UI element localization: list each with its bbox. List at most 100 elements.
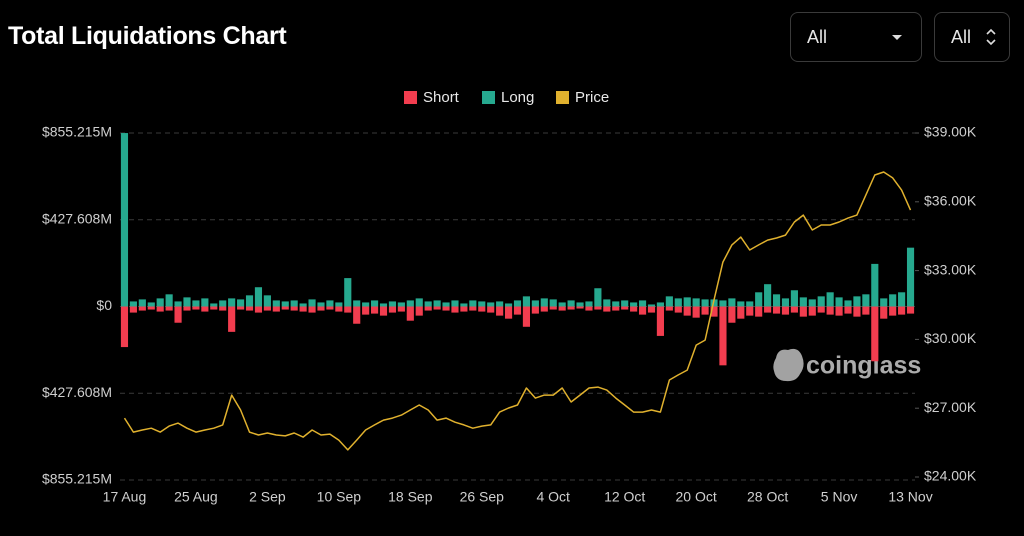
bar [424, 301, 432, 307]
bar [192, 300, 200, 307]
legend-label: Short [423, 89, 460, 106]
x-tick-label: 13 Nov [888, 489, 932, 505]
bar [531, 300, 539, 307]
y-tick-label: $855.215M [42, 124, 112, 140]
y-tick-label: $855.215M [42, 471, 112, 487]
legend-label: Price [575, 89, 609, 106]
bar [138, 299, 146, 307]
bar [647, 304, 656, 307]
bar [156, 306, 164, 312]
bar [656, 306, 664, 336]
bar [906, 247, 915, 307]
bar [210, 306, 218, 310]
x-tick-label: 17 Aug [103, 489, 147, 505]
legend-swatch [404, 91, 417, 104]
bar [737, 306, 745, 319]
bar [165, 294, 173, 307]
bar [603, 306, 611, 312]
x-tick-label: 12 Oct [604, 489, 645, 505]
bar [317, 302, 325, 307]
bar [728, 298, 736, 307]
bar [844, 306, 852, 314]
x-tick-label: 5 Nov [821, 489, 858, 505]
bar [692, 298, 700, 307]
bar [388, 306, 397, 313]
x-tick-label: 25 Aug [174, 489, 218, 505]
bar [612, 306, 620, 311]
bar [371, 300, 379, 307]
bar [764, 306, 772, 313]
filter-select[interactable]: All [934, 12, 1010, 62]
bar [781, 306, 790, 315]
bar [862, 294, 870, 307]
bar [898, 292, 906, 307]
bar [165, 306, 173, 311]
price-line [123, 171, 912, 451]
bar [898, 306, 906, 315]
bar [478, 301, 486, 307]
bar [513, 306, 522, 315]
bar [540, 298, 548, 307]
bar [719, 306, 727, 366]
bar [790, 306, 798, 313]
legend-swatch [482, 91, 495, 104]
bar [388, 301, 397, 307]
bar [567, 306, 575, 310]
y2-tick-label: $24.00K [924, 468, 977, 484]
bar [549, 306, 557, 310]
bar [326, 306, 334, 310]
bar [496, 306, 504, 316]
bar [531, 306, 539, 314]
bar [853, 306, 861, 317]
bar [576, 302, 584, 307]
bar [880, 298, 888, 307]
bar [237, 299, 245, 307]
select-label: All [951, 26, 972, 47]
bar [120, 306, 129, 348]
bar [308, 306, 316, 313]
x-tick-label: 4 Oct [536, 489, 570, 505]
bar [835, 306, 843, 316]
bar [701, 306, 709, 315]
bar [665, 296, 673, 307]
legend-label: Long [501, 89, 534, 106]
bar [487, 306, 495, 313]
bar [335, 302, 343, 307]
y2-tick-label: $33.00K [924, 261, 977, 277]
bar [219, 300, 227, 307]
x-tick-label: 10 Sep [317, 489, 362, 505]
bar [433, 300, 441, 307]
bar [772, 294, 781, 307]
bar [513, 300, 522, 307]
bar [415, 306, 423, 316]
bar [889, 306, 897, 316]
bar [317, 306, 325, 311]
bar [826, 306, 834, 315]
bar [129, 306, 137, 313]
bar [594, 306, 602, 310]
bar [522, 306, 531, 327]
bar [496, 301, 504, 307]
y-tick-label: $0 [96, 297, 112, 313]
bar [665, 306, 673, 311]
filter-select[interactable]: All [790, 12, 922, 62]
bar [263, 295, 271, 307]
bar [487, 302, 495, 307]
bar [585, 306, 593, 311]
x-tick-label: 28 Oct [747, 489, 788, 505]
bar [826, 292, 834, 307]
bar [567, 300, 575, 307]
bar [764, 284, 772, 307]
bar [808, 306, 816, 316]
bar [862, 306, 870, 315]
bar [701, 299, 709, 307]
bar [299, 306, 307, 312]
bar [621, 300, 629, 307]
bar [344, 306, 352, 313]
bar [799, 306, 807, 317]
bar [772, 306, 781, 314]
x-tick-label: 2 Sep [249, 489, 286, 505]
bar [254, 306, 263, 313]
